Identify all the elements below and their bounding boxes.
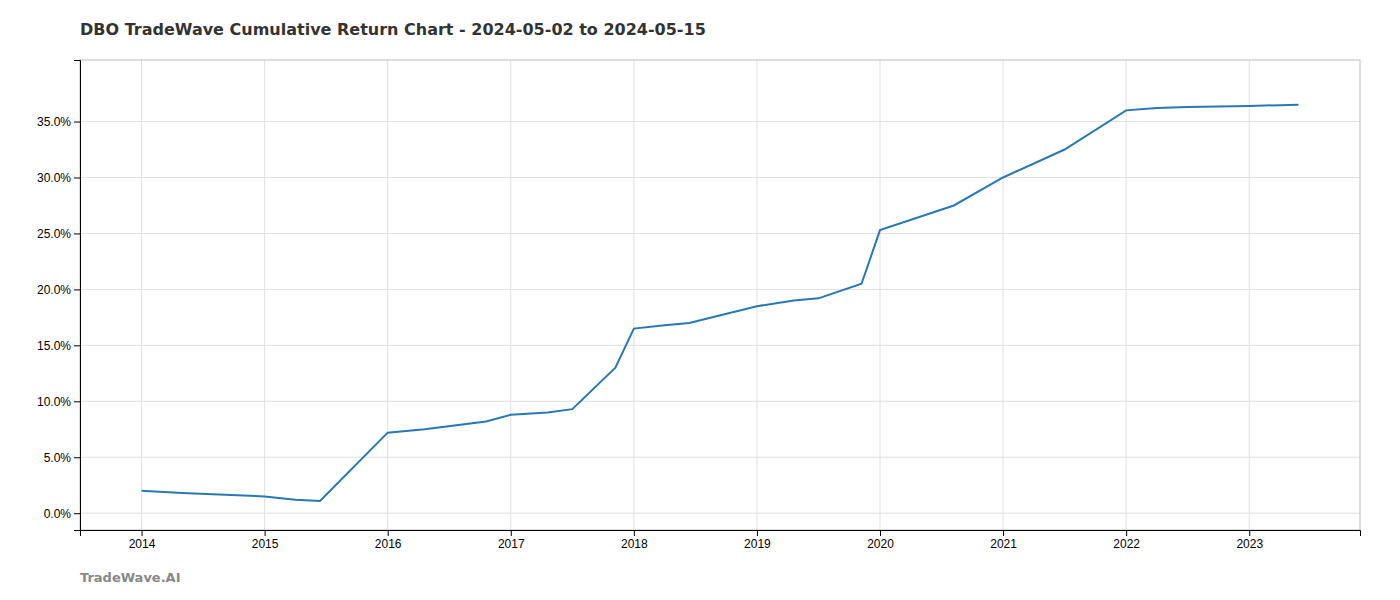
- tick-mark: [74, 345, 80, 346]
- tick-label: 2020: [867, 537, 894, 551]
- grid-line: [80, 177, 1360, 178]
- tick-label: 2023: [1236, 537, 1263, 551]
- marks: [142, 105, 1299, 501]
- tick: 20.0%: [37, 283, 80, 297]
- tick: 2022: [1113, 530, 1140, 551]
- annotation: TradeWave.AI: [80, 570, 181, 585]
- tick-label: 2015: [252, 537, 279, 551]
- tick: 2023: [1236, 530, 1263, 551]
- tick-mark: [388, 530, 389, 536]
- tick-label: 2021: [990, 537, 1017, 551]
- tick: 2015: [252, 530, 279, 551]
- tick-mark: [634, 530, 635, 536]
- tick-label: 2016: [375, 537, 402, 551]
- tick: 10.0%: [37, 395, 80, 409]
- tick-label: 15.0%: [37, 339, 71, 353]
- grid-line: [80, 289, 1360, 290]
- tick-label: 35.0%: [37, 115, 71, 129]
- tick: 15.0%: [37, 339, 80, 353]
- grid-line: [633, 60, 634, 530]
- grid-line: [80, 233, 1360, 234]
- y-axis: 0.0% 5.0% 10.0% 15.0% 20.0% 25.0% 30.0% 35.0%: [37, 61, 81, 531]
- chart: 2014 2015 2016 2017 2018 2019 2020 2021 2022 2023…: [0, 0, 1400, 600]
- tick-mark: [511, 530, 512, 536]
- title: DBO TradeWave Cumulative Return Chart - …: [80, 20, 706, 39]
- tick: 0.0%: [44, 507, 80, 521]
- tick: 30.0%: [37, 171, 80, 185]
- tick-label: 5.0%: [44, 451, 72, 465]
- tick-mark: [74, 401, 80, 402]
- plot-frame: [80, 60, 1360, 530]
- tick-mark: [142, 530, 143, 536]
- tick: 35.0%: [37, 115, 80, 129]
- grid-line: [80, 457, 1360, 458]
- grid-line: [510, 60, 511, 530]
- tick-label: 2017: [498, 537, 525, 551]
- tick-label: 20.0%: [37, 283, 71, 297]
- tick-label: 2018: [621, 537, 648, 551]
- tick-mark: [74, 289, 80, 290]
- tick-mark: [74, 513, 80, 514]
- grid-line: [1003, 60, 1004, 530]
- tick-mark: [265, 530, 266, 536]
- tick: 2019: [744, 530, 771, 551]
- grid-line: [141, 60, 142, 530]
- plot-area: 2014 2015 2016 2017 2018 2019 2020 2021 2022 2023…: [37, 60, 1361, 551]
- tick: 2020: [867, 530, 894, 551]
- grid-line: [1249, 60, 1250, 530]
- tick-mark: [880, 530, 881, 536]
- tick-label: 0.0%: [44, 507, 72, 521]
- grid-line: [80, 345, 1360, 346]
- grid-line: [387, 60, 388, 530]
- x-axis: 2014 2015 2016 2017 2018 2019 2020 2021 2022 2023: [81, 530, 1361, 551]
- tick: 2017: [498, 530, 525, 551]
- grid-line: [80, 513, 1360, 514]
- grid-line: [264, 60, 265, 530]
- tick-label: 10.0%: [37, 395, 71, 409]
- tick-mark: [1126, 530, 1127, 536]
- tick: 25.0%: [37, 227, 80, 241]
- tick-mark: [1003, 530, 1004, 536]
- tick: 2016: [375, 530, 402, 551]
- tick-label: 2019: [744, 537, 771, 551]
- tick-mark: [74, 233, 80, 234]
- axis-line: [81, 531, 1361, 537]
- tick: 5.0%: [44, 451, 80, 465]
- grid-line: [80, 121, 1360, 122]
- tick: 2014: [129, 530, 156, 551]
- tick-mark: [757, 530, 758, 536]
- tick-label: 30.0%: [37, 171, 71, 185]
- grid-line: [756, 60, 757, 530]
- grid-line: [1126, 60, 1127, 530]
- tick: 2021: [990, 530, 1017, 551]
- tick-label: 2014: [129, 537, 156, 551]
- grid: [80, 60, 1360, 530]
- tick: 2018: [621, 530, 648, 551]
- tick-label: 2022: [1113, 537, 1140, 551]
- tick-mark: [74, 178, 80, 179]
- line: [142, 105, 1299, 501]
- tick-label: 25.0%: [37, 227, 71, 241]
- tick-mark: [1249, 530, 1250, 536]
- axis-line: [74, 61, 81, 531]
- grid-line: [880, 60, 881, 530]
- grid-line: [80, 401, 1360, 402]
- tick-mark: [74, 457, 80, 458]
- tick-mark: [74, 122, 80, 123]
